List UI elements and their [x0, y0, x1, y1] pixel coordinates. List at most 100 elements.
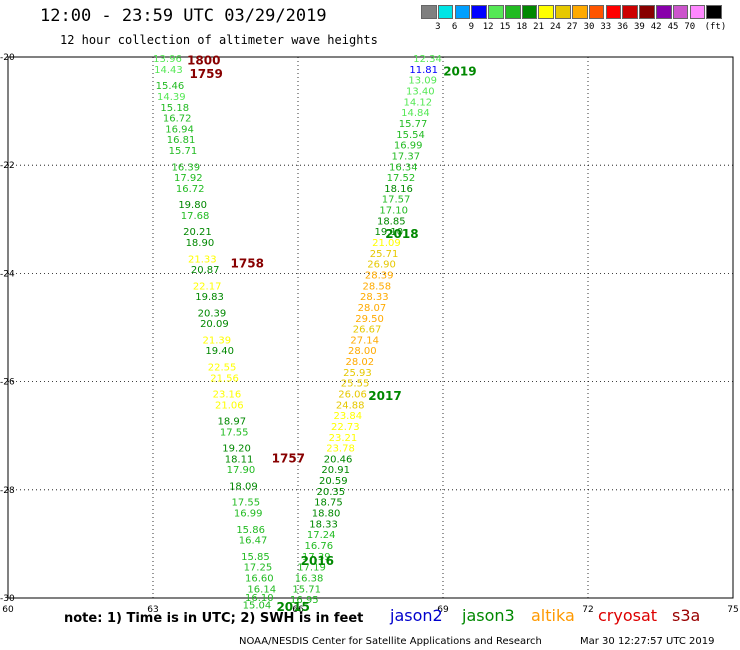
- scale-label: 18: [516, 22, 528, 32]
- time-label: 1757: [272, 451, 305, 465]
- wave-height-value: 18.75: [314, 498, 343, 509]
- wave-height-value: 23.21: [329, 433, 358, 444]
- wave-height-value: 17.25: [244, 563, 273, 574]
- wave-height-value: 26.90: [367, 260, 396, 271]
- scale-label: 3: [435, 22, 441, 32]
- lat-tick-label: -22: [0, 161, 15, 171]
- satellite-altika: altika: [531, 606, 575, 625]
- scale-label: 70: [684, 22, 696, 32]
- wave-height-value: 20.21: [183, 227, 212, 238]
- wave-height-value: 16.10: [245, 593, 274, 604]
- wave-height-value: 26.67: [353, 325, 382, 336]
- time-label: 1800: [187, 54, 220, 68]
- scale-swatch: [706, 5, 722, 19]
- wave-height-value: 27.14: [350, 335, 379, 346]
- lon-tick-label: 72: [582, 605, 593, 615]
- wave-height-value: 22.17: [193, 281, 222, 292]
- time-label: 2015: [276, 600, 309, 614]
- wave-height-value: 17.55: [220, 427, 249, 438]
- lon-tick-label: 60: [2, 605, 14, 615]
- wave-height-value: 23.84: [333, 411, 362, 422]
- time-label: 2016: [301, 554, 334, 568]
- scale-swatch: [605, 5, 622, 19]
- scale-swatch: [421, 5, 437, 19]
- scale-swatch: [655, 5, 672, 19]
- time-label: 2019: [443, 65, 476, 79]
- scale-swatch: [639, 5, 655, 19]
- wave-height-value: 25.93: [343, 368, 372, 379]
- scale-swatch: [488, 5, 504, 19]
- wave-height-value: 13.96: [153, 54, 182, 65]
- page-subtitle: 12 hour collection of altimeter wave hei…: [60, 33, 378, 47]
- scale-label: 36: [617, 22, 629, 32]
- scale-label: 6: [451, 22, 458, 32]
- lat-tick-label: -26: [0, 378, 15, 388]
- wave-height-value: 21.56: [210, 373, 239, 384]
- wave-height-value: 28.02: [346, 357, 375, 368]
- wave-height-value: 11.81: [409, 65, 438, 76]
- wave-height-value: 29.50: [355, 314, 384, 325]
- scale-label: 15: [499, 22, 511, 32]
- wave-height-value: 15.86: [236, 525, 265, 536]
- wave-height-value: 17.24: [307, 530, 336, 541]
- wave-height-value: 16.76: [304, 541, 333, 552]
- wave-height-value: 18.97: [217, 417, 246, 428]
- scale-swatch: [504, 5, 521, 19]
- wave-height-value: 16.60: [245, 573, 274, 584]
- wave-height-value: 28.07: [358, 303, 387, 314]
- wave-height-value: 19.80: [178, 200, 207, 211]
- wave-height-value: 20.39: [198, 308, 227, 319]
- wave-height-value: 16.34: [389, 162, 418, 173]
- time-label: 1758: [231, 257, 264, 271]
- time-label: 2017: [368, 389, 401, 403]
- wave-height-value: 15.85: [241, 552, 270, 563]
- wave-height-tracks: 13.9614.4315.4614.3915.1816.7216.9416.81…: [153, 54, 442, 611]
- wave-height-value: 16.14: [247, 584, 276, 595]
- wave-height-value: 19.20: [222, 444, 251, 455]
- wave-height-value: 15.18: [160, 103, 189, 114]
- wave-height-value: 15.77: [399, 119, 428, 130]
- wave-height-value: 14.43: [154, 65, 183, 76]
- wave-height-value: 25.71: [370, 249, 399, 260]
- satellite-jason2: jason2: [390, 606, 443, 625]
- scale-swatch: [689, 5, 706, 19]
- wave-height-value: 23.78: [326, 444, 355, 455]
- wave-height-value: 16.95: [290, 595, 319, 606]
- wave-height-value: 17.37: [391, 151, 420, 162]
- wave-height-value: 16.47: [239, 536, 268, 547]
- wave-height-value: 15.04: [243, 600, 272, 611]
- wave-height-value: 13.09: [408, 76, 437, 87]
- wave-height-value: 21.39: [202, 335, 231, 346]
- scale-swatch: [622, 5, 638, 19]
- wave-height-value: 19.10: [375, 227, 404, 238]
- scale-label: 24: [549, 22, 561, 32]
- satellite-s3a: s3a: [672, 606, 701, 625]
- scale-label: 9: [468, 22, 475, 32]
- wave-height-value: 15.54: [396, 130, 425, 141]
- scale-label: 27: [566, 22, 578, 32]
- wave-height-value: 17.57: [382, 195, 411, 206]
- wave-height-value: 18.33: [309, 519, 338, 530]
- wave-height-value: 20.91: [321, 465, 350, 476]
- wave-height-value: 28.33: [360, 292, 389, 303]
- wave-height-value: 16.39: [172, 162, 201, 173]
- scale-label: 21: [533, 22, 545, 32]
- wave-height-value: 18.85: [377, 216, 406, 227]
- wave-height-value: 12.34: [413, 54, 442, 65]
- wave-height-value: 17.19: [297, 563, 326, 574]
- lon-tick-label: 75: [727, 605, 738, 615]
- wave-height-value: 18.11: [225, 454, 254, 465]
- wave-height-value: 20.59: [319, 476, 348, 487]
- wave-height-value: 14.12: [404, 97, 433, 108]
- wave-height-value: 17.10: [379, 206, 408, 217]
- wave-height-value: 23.16: [213, 390, 242, 401]
- wave-height-value: 21.09: [372, 238, 401, 249]
- wave-height-value: 18.80: [312, 509, 341, 520]
- wave-height-value: 16.99: [394, 141, 423, 152]
- lon-tick-label: 63: [147, 605, 158, 615]
- scale-label: (ft): [704, 22, 727, 32]
- wave-height-value: 17.55: [231, 498, 260, 509]
- wave-height-value: 20.46: [324, 454, 353, 465]
- wave-height-value: 15.71: [292, 584, 321, 595]
